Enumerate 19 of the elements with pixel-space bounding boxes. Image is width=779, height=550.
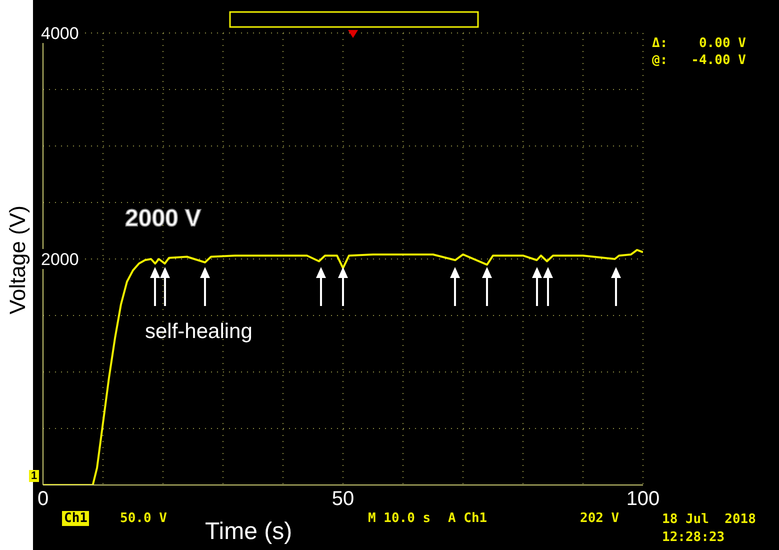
text: Ch1: [62, 511, 90, 526]
x-tick-label: 100: [626, 488, 660, 510]
text: 202 V: [580, 511, 620, 526]
x-tick-label: 50: [332, 488, 354, 510]
text: M 10.0 s: [368, 511, 431, 526]
text: 1: [29, 470, 40, 482]
y-axis-title: Voltage (V): [5, 206, 31, 314]
y-tick-label: 2000: [41, 250, 79, 269]
text: A Ch1: [448, 511, 488, 526]
y-tick-label: 4000: [41, 24, 79, 43]
x-tick-label: 0: [37, 488, 49, 510]
annotation: 2000 V: [125, 205, 202, 233]
text: 18 Jul 2018: [662, 512, 756, 527]
x-axis-title: Time (s): [205, 518, 292, 546]
text: @: -4.00 V: [652, 53, 746, 68]
text: Δ: 0.00 V: [652, 36, 746, 51]
text: 50.0 V: [120, 511, 167, 526]
annotation: self-healing: [145, 320, 252, 344]
text: 12:28:23: [662, 530, 725, 545]
